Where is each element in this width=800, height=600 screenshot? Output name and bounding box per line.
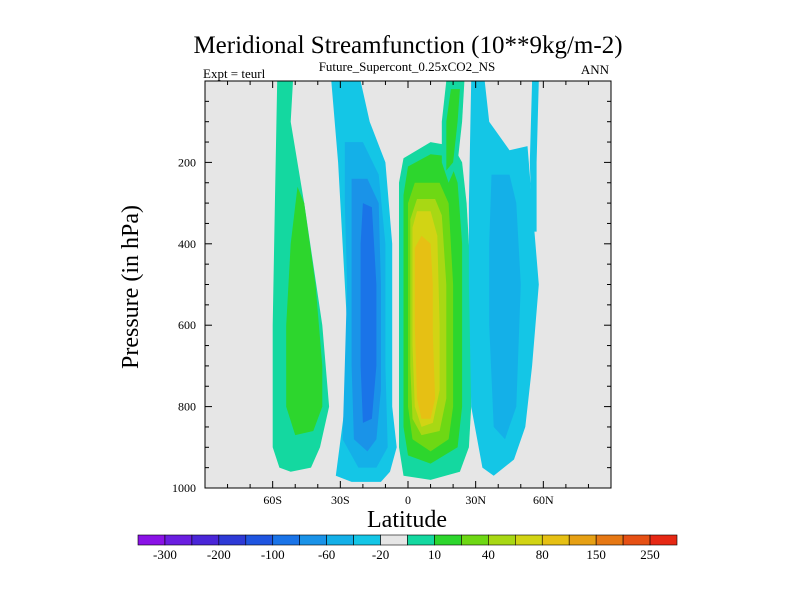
colorbar-swatch xyxy=(164,534,193,546)
contour-nh-negative-1 xyxy=(489,174,521,440)
colorbar-swatch xyxy=(299,534,327,546)
colorbar-swatch xyxy=(649,534,678,546)
colorbar-swatch xyxy=(568,534,597,546)
colorbar-label: 150 xyxy=(586,547,606,562)
colorbar-swatch xyxy=(407,534,435,546)
colorbar-label: -60 xyxy=(318,547,335,562)
y-tick-label: 600 xyxy=(178,318,196,332)
x-tick-label: 0 xyxy=(405,493,411,507)
colorbar-swatch xyxy=(595,534,624,546)
contour-trop-positive-core xyxy=(414,235,436,419)
y-tick-label: 200 xyxy=(178,155,196,169)
y-axis-label: Pressure (in hPa) xyxy=(118,205,144,369)
contour-nh-high-negative xyxy=(529,81,539,232)
colorbar-swatch xyxy=(622,534,651,546)
axis-ticks: 60S 30S 0 30N 60N 200 400 600 800 1000 xyxy=(172,81,612,507)
x-tick-label: 60N xyxy=(533,493,554,507)
colorbar: -300 -200 -100 -60 -20 10 40 80 150 250 xyxy=(137,534,678,562)
colorbar-swatch xyxy=(380,534,408,546)
x-tick-label: 30S xyxy=(331,493,350,507)
x-tick-label: 30N xyxy=(465,493,486,507)
subtitle-left: Expt = teurl xyxy=(203,66,266,81)
colorbar-swatch xyxy=(353,534,381,546)
colorbar-swatch xyxy=(461,534,489,546)
contour-sh-negative-3 xyxy=(360,203,377,423)
colorbar-swatch xyxy=(434,534,462,546)
contour-sh-positive-core xyxy=(286,186,323,436)
x-axis-label: Latitude xyxy=(367,507,447,533)
subtitle-center: Future_Supercont_0.25xCO2_NS xyxy=(319,59,496,74)
plot-area: 60S 30S 0 30N 60N 200 400 600 800 1000 xyxy=(172,80,612,507)
colorbar-swatch xyxy=(245,534,274,546)
colorbar-swatch xyxy=(488,534,516,546)
colorbar-swatch xyxy=(272,534,301,546)
colorbar-label: 250 xyxy=(640,547,660,562)
colorbar-label: -20 xyxy=(372,547,389,562)
contour-fills xyxy=(272,81,539,482)
contour-nh-upper-positive-core xyxy=(446,89,460,171)
colorbar-label: 40 xyxy=(482,547,495,562)
colorbar-label: -100 xyxy=(261,547,285,562)
colorbar-swatch xyxy=(218,534,247,546)
colorbar-swatch xyxy=(514,534,543,546)
colorbar-label: 80 xyxy=(536,547,549,562)
colorbar-label: 10 xyxy=(428,547,441,562)
colorbar-swatch xyxy=(137,534,166,546)
colorbar-swatch xyxy=(541,534,570,546)
colorbar-swatch xyxy=(326,534,354,546)
y-tick-label: 800 xyxy=(178,400,196,414)
colorbar-swatch xyxy=(191,534,220,546)
colorbar-label: -300 xyxy=(153,547,177,562)
chart-title: Meridional Streamfunction (10**9kg/m-2) xyxy=(193,32,622,59)
y-tick-label: 400 xyxy=(178,237,196,251)
y-tick-label: 1000 xyxy=(172,481,196,495)
x-tick-label: 60S xyxy=(263,493,282,507)
subtitle-right: ANN xyxy=(581,62,610,77)
colorbar-label: -200 xyxy=(207,547,231,562)
